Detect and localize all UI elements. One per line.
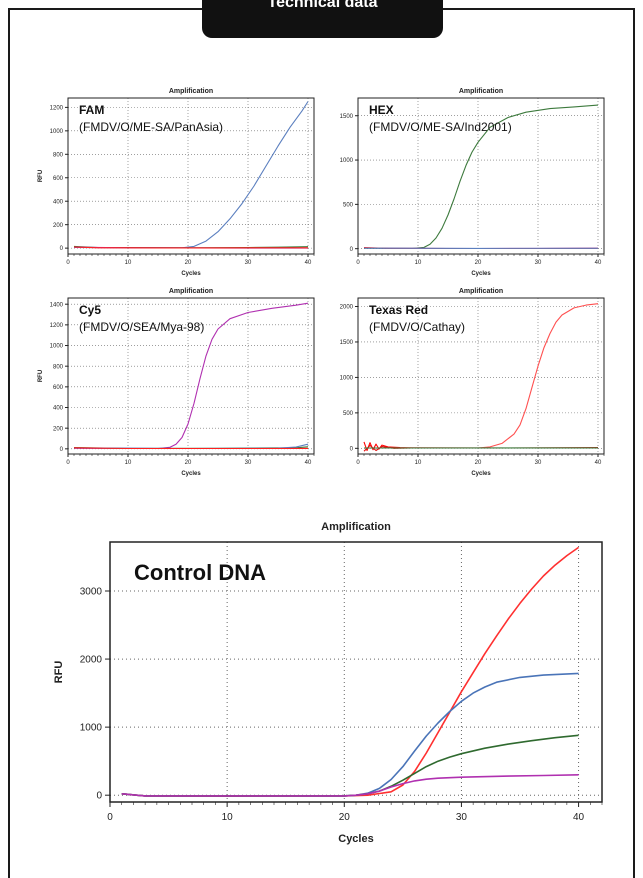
y-tick-label: 1000: [50, 129, 64, 135]
y-tick-label: 200: [53, 426, 64, 432]
x-tick-label: 40: [595, 260, 602, 266]
x-tick-label: 30: [245, 260, 252, 266]
y-tick-label: 500: [343, 411, 354, 417]
header-title: Technical data: [268, 0, 378, 11]
y-tick-label: 3000: [80, 587, 103, 598]
channel-name: FAM: [79, 103, 104, 117]
y-tick-label: 600: [53, 176, 64, 182]
y-tick-label: 600: [53, 385, 64, 391]
y-tick-label: 800: [53, 364, 64, 370]
chart-texas-red: Amplification 0 10 20 30 40 0 500 1000 1500 2000 Cy…: [322, 286, 622, 486]
y-axis-label: RFU: [38, 370, 44, 382]
series-line-2: [122, 735, 579, 796]
x-axis-label: Cycles: [181, 471, 201, 477]
x-tick-label: 20: [475, 460, 482, 466]
channel-name: Cy5: [79, 303, 101, 317]
x-tick-label: 0: [356, 260, 360, 266]
series-line-1: [364, 442, 598, 451]
y-tick-label: 400: [53, 406, 64, 412]
y-tick-label: 0: [60, 246, 64, 252]
x-tick-label: 0: [107, 812, 113, 823]
target-label: (FMDV/O/Cathay): [369, 320, 465, 334]
y-tick-label: 1000: [340, 158, 354, 164]
y-tick-label: 0: [60, 447, 64, 453]
series-line-3: [122, 775, 579, 796]
x-tick-label: 0: [66, 460, 70, 466]
y-tick-label: 200: [53, 223, 64, 229]
y-tick-label: 1000: [80, 723, 103, 734]
y-tick-label: 1200: [50, 323, 64, 329]
x-tick-label: 40: [595, 460, 602, 466]
x-tick-label: 10: [125, 260, 132, 266]
y-tick-label: 800: [53, 152, 64, 158]
chart-title: Amplification: [169, 88, 213, 95]
x-axis-label: Cycles: [338, 833, 373, 845]
x-tick-label: 40: [305, 260, 312, 266]
header-tab: Technical data: [202, 0, 443, 38]
y-tick-label: 500: [343, 202, 354, 208]
x-tick-label: 20: [339, 812, 351, 823]
target-label: (FMDV/O/ME-SA/Ind2001): [369, 120, 512, 134]
x-tick-label: 10: [415, 260, 422, 266]
y-axis-label: RFU: [38, 170, 44, 182]
chart-title: Amplification: [459, 288, 503, 295]
chart-control-dna: Amplification 0 10 20 30 40 0 1000 2000 3000 Cycle…: [40, 512, 620, 852]
x-tick-label: 0: [356, 460, 360, 466]
y-axis-label: RFU: [53, 661, 65, 684]
y-tick-label: 2000: [340, 305, 354, 311]
x-tick-label: 40: [573, 812, 585, 823]
y-tick-label: 1500: [340, 114, 354, 120]
chart-hex: Amplification 0 10 20 30 40 0 500 1000 1500 Cycles…: [322, 86, 622, 286]
x-tick-label: 30: [456, 812, 468, 823]
y-tick-label: 1000: [50, 344, 64, 350]
y-tick-label: 1000: [340, 376, 354, 382]
channel-name: Texas Red: [369, 303, 428, 317]
x-tick-label: 10: [415, 460, 422, 466]
x-tick-label: 30: [245, 460, 252, 466]
x-axis-label: Cycles: [471, 271, 491, 277]
x-axis-label: Cycles: [471, 471, 491, 477]
chart-title: Amplification: [459, 88, 503, 95]
chart-title: Amplification: [321, 521, 391, 533]
y-tick-label: 1400: [50, 302, 64, 308]
x-tick-label: 0: [66, 260, 70, 266]
x-tick-label: 30: [535, 260, 542, 266]
chart-title: Amplification: [169, 288, 213, 295]
y-tick-label: 1200: [50, 105, 64, 111]
x-tick-label: 20: [475, 260, 482, 266]
x-tick-label: 10: [222, 812, 234, 823]
target-label: (FMDV/O/SEA/Mya-98): [79, 320, 204, 334]
y-tick-label: 0: [350, 446, 354, 452]
y-tick-label: 0: [350, 247, 354, 253]
y-tick-label: 400: [53, 199, 64, 205]
y-tick-label: 0: [96, 791, 102, 802]
y-tick-label: 1500: [340, 340, 354, 346]
series-line-1: [122, 673, 579, 796]
x-tick-label: 10: [125, 460, 132, 466]
x-tick-label: 40: [305, 460, 312, 466]
channel-name: HEX: [369, 103, 394, 117]
channel-name: Control DNA: [134, 560, 266, 585]
x-tick-label: 20: [185, 260, 192, 266]
x-tick-label: 30: [535, 460, 542, 466]
x-tick-label: 20: [185, 460, 192, 466]
x-axis-label: Cycles: [181, 271, 201, 277]
y-tick-label: 2000: [80, 655, 103, 666]
target-label: (FMDV/O/ME-SA/PanAsia): [79, 120, 223, 134]
